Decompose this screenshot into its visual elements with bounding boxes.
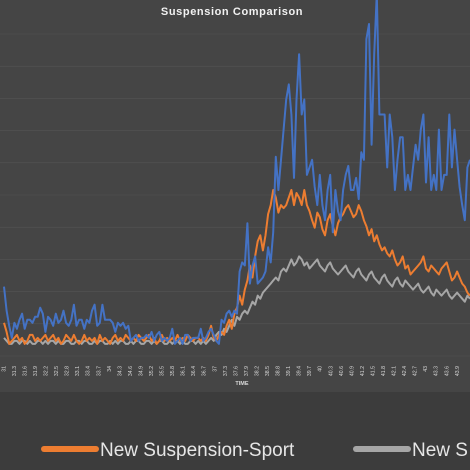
x-tick-label: 42.4 [402,366,408,376]
legend-label: New S [412,440,468,461]
x-tick-label: 43 [423,366,429,372]
x-tick-label: 31 [1,366,7,372]
x-tick-label: 34.6 [128,366,134,376]
x-tick-label: 31.9 [33,366,39,376]
x-tick-label: 40 [318,366,324,372]
x-tick-label: 31.3 [12,366,18,376]
x-tick-label: 33.7 [96,366,102,376]
x-tick-label: 32.8 [65,366,71,376]
x-tick-label: 42.1 [392,366,398,376]
x-tick-label: 38.5 [265,366,271,376]
x-tick-label: 43.6 [444,366,450,376]
x-tick-label: 43.9 [455,366,461,376]
x-tick-label: 43.3 [434,366,440,376]
x-tick-label: 39.7 [307,366,313,376]
x-tick-label: 41.2 [360,366,366,376]
series-line-series-0 [3,0,470,345]
x-tick-label: 35.2 [149,366,155,376]
x-tick-label: 41.8 [381,366,387,376]
x-tick-label: 39.4 [297,366,303,376]
x-tick-label: 40.9 [349,366,355,376]
x-tick-label: 38.2 [254,366,260,376]
legend-label: New Suspension-Sport [100,440,295,461]
x-tick-label: 37.6 [233,366,239,376]
x-tick-label: 32.2 [44,366,50,376]
x-tick-label: 33.4 [86,366,92,376]
x-tick-label: 35.8 [170,366,176,376]
series-layer [3,0,470,345]
x-tick-label: 34.3 [117,366,123,376]
x-tick-label: 31.6 [22,366,28,376]
x-tick-label: 35.5 [160,366,166,376]
x-tick-label: 39.1 [286,366,292,376]
x-tick-label: 37.3 [223,366,229,376]
x-tick-label: 40.6 [339,366,345,376]
x-tick-label: 36.1 [181,366,187,376]
x-axis-label: TIME [235,381,248,387]
x-tick-label: 32.5 [54,366,60,376]
x-tick-label: 38.8 [276,366,282,376]
x-axis-ticks: 31 31.3 31.6 31.9 32.2 32.5 32.8 33.1 33.4 33.7 34… [1,366,460,376]
x-tick-label: 34.9 [138,366,144,376]
x-tick-label: 40.3 [328,366,334,376]
x-tick-label: 37 [212,366,218,372]
x-tick-label: 37.9 [244,366,250,376]
chart-title: Suspension Comparison [161,6,303,18]
x-tick-label: 34 [107,366,113,372]
x-tick-label: 36.7 [202,366,208,376]
legend-band [0,392,470,470]
x-tick-label: 41.5 [370,366,376,376]
x-tick-label: 33.1 [75,366,81,376]
x-tick-label: 42.7 [413,366,419,376]
series-line-new-s [3,255,470,345]
legend: New Suspension-Sport New S [41,440,468,461]
x-tick-label: 36.4 [191,366,197,376]
